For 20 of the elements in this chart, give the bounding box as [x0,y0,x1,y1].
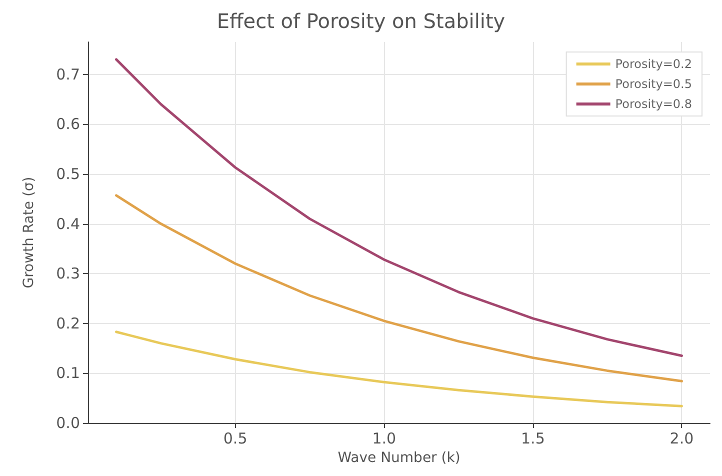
x-tick-label: 0.5 [223,430,248,448]
chart-title: Effect of Porosity on Stability [216,9,506,33]
y-tick-label: 0.0 [56,414,80,432]
x-axis-title: Wave Number (k) [338,450,460,466]
y-tick-label: 0.7 [56,65,80,84]
y-tick-label: 0.3 [56,264,80,283]
x-tick-label: 2.0 [670,430,694,448]
legend-label: Porosity=0.8 [615,97,692,111]
y-axis-title: Growth Rate (σ) [21,176,37,288]
y-tick-label: 0.2 [56,314,80,332]
line-series [115,194,683,382]
x-tick-label: 1.5 [520,430,545,448]
legend-label: Porosity=0.2 [615,57,692,71]
y-tick-label: 0.4 [56,214,80,233]
legend-label: Porosity=0.5 [615,77,692,91]
y-tick-label: 0.5 [56,164,80,183]
y-tick-label: 0.1 [56,364,80,382]
x-tick-label: 1.0 [372,430,396,448]
y-tick-label: 0.6 [56,115,80,134]
line-series [115,330,683,408]
